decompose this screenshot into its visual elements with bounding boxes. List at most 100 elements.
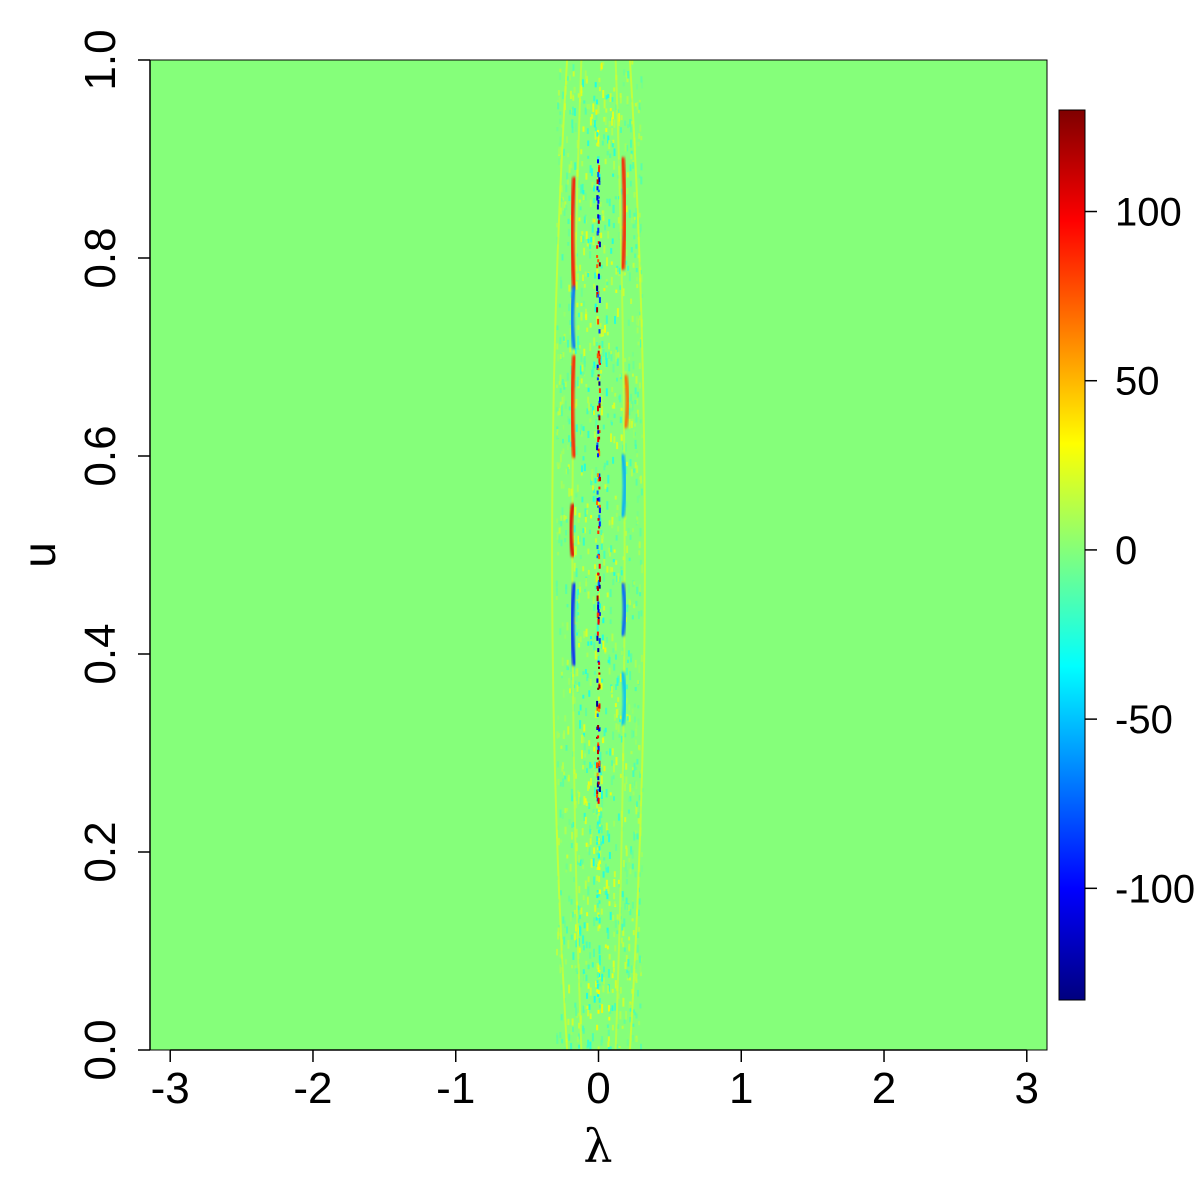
texture-cell — [582, 694, 585, 699]
texture-cell — [588, 942, 591, 949]
texture-cell — [593, 283, 595, 289]
texture-cell — [634, 780, 636, 786]
texture-cell — [578, 199, 581, 203]
texture-cell — [592, 596, 595, 604]
center-cell — [596, 875, 599, 881]
texture-cell — [596, 803, 599, 809]
texture-cell — [590, 237, 593, 243]
texture-cell — [563, 395, 566, 404]
texture-cell — [604, 224, 607, 231]
texture-cell — [584, 753, 587, 758]
texture-cell — [613, 160, 616, 170]
center-cell — [598, 685, 601, 689]
texture-cell — [594, 431, 596, 439]
center-cell — [598, 580, 601, 586]
texture-cell — [624, 862, 627, 872]
texture-cell — [634, 423, 636, 427]
center-cell — [597, 660, 600, 663]
texture-cell — [637, 391, 639, 398]
texture-cell — [590, 858, 593, 868]
texture-cell — [560, 518, 563, 527]
center-cell — [597, 159, 599, 164]
texture-cell — [637, 817, 640, 824]
center-cell — [597, 448, 600, 452]
texture-cell — [569, 913, 572, 922]
center-cell — [597, 374, 600, 377]
texture-cell — [562, 336, 565, 341]
texture-cell — [630, 121, 633, 125]
texture-cell — [613, 820, 616, 827]
texture-cell — [640, 163, 643, 171]
texture-cell — [569, 109, 572, 115]
texture-cell — [568, 195, 571, 201]
texture-cell — [592, 764, 595, 769]
texture-cell — [615, 512, 618, 517]
texture-cell — [619, 95, 622, 104]
texture-cell — [597, 1046, 600, 1050]
texture-cell — [607, 1041, 610, 1050]
texture-cell — [635, 207, 638, 217]
texture-cell — [583, 216, 586, 224]
texture-cell — [585, 173, 588, 180]
texture-cell — [632, 965, 635, 975]
texture-cell — [616, 377, 618, 382]
texture-cell — [603, 550, 606, 559]
texture-cell — [582, 301, 585, 307]
texture-cell — [619, 1011, 622, 1020]
texture-cell — [618, 1048, 621, 1050]
texture-cell — [587, 396, 590, 404]
center-cell — [596, 772, 599, 778]
texture-cell — [587, 430, 590, 438]
texture-cell — [611, 567, 614, 572]
center-cell — [597, 505, 600, 508]
texture-cell — [591, 474, 593, 481]
texture-cell — [586, 408, 589, 415]
center-cell — [596, 132, 599, 137]
texture-cell — [625, 845, 628, 849]
center-cell — [596, 989, 599, 993]
texture-cell — [577, 905, 579, 914]
texture-cell — [625, 72, 628, 77]
texture-cell — [617, 879, 620, 885]
center-cell — [598, 705, 601, 709]
texture-cell — [590, 636, 592, 640]
texture-cell — [584, 214, 587, 220]
texture-cell — [619, 285, 622, 290]
texture-cell — [563, 311, 566, 317]
center-cell — [599, 362, 601, 365]
texture-cell — [558, 72, 561, 80]
texture-cell — [612, 967, 615, 973]
center-cell — [598, 612, 601, 616]
x-axis: -3 -2 -1 0 1 2 3 — [151, 1049, 1039, 1113]
texture-cell — [636, 465, 639, 473]
texture-cell — [626, 187, 629, 195]
texture-cell — [558, 462, 561, 468]
texture-cell — [619, 987, 622, 994]
texture-cell — [556, 462, 559, 467]
texture-cell — [589, 1045, 592, 1049]
center-cell — [598, 786, 601, 792]
texture-cell — [600, 395, 603, 405]
texture-cell — [563, 207, 566, 216]
texture-cell — [626, 869, 628, 878]
x-tick-label: 0 — [586, 1064, 610, 1113]
texture-cell — [559, 337, 562, 345]
texture-cell — [632, 224, 635, 229]
texture-cell — [598, 591, 600, 599]
texture-cell — [577, 93, 580, 98]
center-cell — [596, 762, 599, 769]
texture-cell — [575, 253, 578, 257]
texture-cell — [568, 303, 570, 312]
texture-cell — [566, 444, 569, 450]
texture-cell — [640, 1043, 642, 1050]
texture-cell — [626, 604, 629, 608]
center-cell — [598, 889, 601, 894]
center-cell — [598, 955, 601, 961]
texture-cell — [608, 219, 611, 227]
texture-cell — [638, 898, 641, 905]
center-cell — [597, 687, 600, 690]
texture-cell — [569, 328, 572, 335]
texture-cell — [576, 601, 579, 610]
colorbar-tick-label: -50 — [1115, 698, 1173, 742]
texture-cell — [559, 964, 562, 974]
